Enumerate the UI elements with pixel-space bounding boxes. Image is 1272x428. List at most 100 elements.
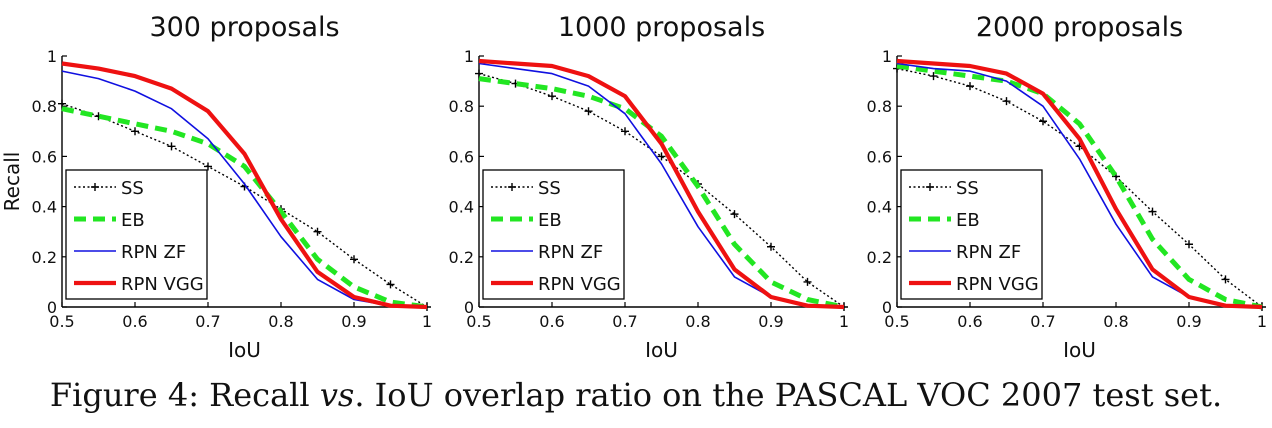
legend-box	[900, 169, 1043, 300]
caption-vs: vs	[319, 376, 355, 414]
ss-data-point	[1221, 275, 1230, 284]
y-tick-label: 0	[882, 298, 892, 317]
y-tick-label: 0.2	[32, 248, 57, 267]
ss-data-point	[730, 210, 739, 219]
x-tick-label: 0.8	[1103, 312, 1128, 331]
legend: SS EB RPN ZF RPN VGG	[482, 169, 625, 300]
x-tick-label: 0.5	[49, 312, 74, 331]
x-tick-label: 0.7	[195, 312, 220, 331]
figure-charts: 300 proposals 0 0.2 0.4 0.6 0.8 1 0.5 0.6 0.7 0.8 0…	[0, 12, 1268, 362]
series-line-rpn-vgg	[478, 58, 845, 310]
ss-data-point	[767, 242, 775, 251]
legend-box	[482, 169, 625, 300]
ss-data-point	[929, 72, 938, 81]
ss-data-point	[1148, 207, 1157, 216]
legend-label: SS	[538, 178, 561, 199]
x-tick-label: 0.5	[884, 312, 909, 331]
series-line-eb	[61, 106, 428, 310]
ss-data-point	[386, 280, 395, 289]
x-axis-label: IoU	[228, 338, 261, 362]
x-tick-label: 0.8	[268, 312, 293, 331]
y-tick-label: 0.6	[449, 147, 474, 166]
y-tick-label: 0	[464, 298, 474, 317]
chart-panel-1: 300 proposals 0 0.2 0.4 0.6 0.8 1 0.5 0.6 0.7 0.8 0…	[0, 12, 432, 362]
chart-panel-3: 2000 proposals 0 0.2 0.4 0.6 0.8 1 0.5 0.6 0.7 0.8…	[867, 12, 1268, 362]
chart-title: 2000 proposals	[976, 12, 1183, 43]
legend-marker-plus	[91, 183, 99, 191]
x-tick-label: 0.9	[1176, 312, 1201, 331]
x-axis-label: IoU	[1063, 338, 1096, 362]
y-tick-label: 1	[47, 47, 57, 66]
legend-box	[65, 169, 208, 300]
legend-label: EB	[121, 210, 145, 231]
ss-data-point	[966, 82, 974, 91]
y-tick-label: 0.2	[867, 248, 892, 267]
x-axis-label: IoU	[645, 338, 678, 362]
series-line-eb	[896, 63, 1263, 310]
series-line-eb	[478, 76, 845, 310]
legend-label: RPN ZF	[956, 242, 1021, 263]
ss-data-point	[1185, 240, 1193, 249]
caption-prefix: Figure 4: Recall	[49, 376, 320, 414]
series-line-rpn-vgg	[896, 58, 1263, 310]
legend-label: RPN VGG	[121, 274, 204, 295]
legend-label: RPN ZF	[538, 242, 603, 263]
ss-data-point	[1002, 97, 1011, 106]
legend-marker-plus	[508, 183, 516, 191]
y-tick-label: 0.2	[449, 248, 474, 267]
ss-data-point	[313, 227, 322, 236]
legend-marker-plus	[926, 183, 934, 191]
ss-data-point	[131, 127, 139, 136]
y-tick-label: 0.8	[449, 97, 474, 116]
y-tick-label: 0.6	[867, 147, 892, 166]
ss-data-point	[657, 152, 666, 161]
x-tick-label: 0.7	[1030, 312, 1055, 331]
x-tick-label: 0.9	[758, 312, 783, 331]
series-line-ss	[61, 103, 428, 308]
ss-data-point	[1039, 117, 1047, 126]
legend-label: EB	[538, 210, 562, 231]
ss-data-point	[584, 107, 593, 116]
y-tick-label: 0.8	[32, 97, 57, 116]
y-tick-label: 1	[882, 47, 892, 66]
ss-data-point	[58, 99, 66, 108]
legend-label: EB	[956, 210, 980, 231]
x-tick-label: 1	[422, 312, 432, 331]
x-tick-label: 0.7	[612, 312, 637, 331]
ss-data-point	[803, 277, 812, 286]
chart-title: 1000 proposals	[558, 12, 765, 43]
legend: SS EB RPN ZF RPN VGG	[900, 169, 1043, 300]
x-tick-label: 0.8	[685, 312, 710, 331]
x-tick-label: 1	[839, 312, 849, 331]
y-tick-label: 0.8	[867, 97, 892, 116]
x-tick-label: 0.6	[539, 312, 564, 331]
series-line-rpn-vgg	[61, 61, 428, 310]
ss-data-point	[621, 127, 629, 136]
legend-label: RPN VGG	[956, 274, 1039, 295]
legend: SS EB RPN ZF RPN VGG	[65, 169, 208, 300]
legend-label: SS	[956, 178, 979, 199]
caption-suffix: . IoU overlap ratio on the PASCAL VOC 20…	[354, 376, 1223, 414]
y-axis-label: Recall	[0, 152, 24, 212]
chart-title: 300 proposals	[149, 12, 339, 43]
legend-label: SS	[121, 178, 144, 199]
ss-data-point	[350, 255, 358, 264]
x-tick-label: 1	[1257, 312, 1267, 331]
series-line-ss	[478, 72, 845, 308]
ss-data-point	[204, 162, 212, 171]
y-tick-label: 0.4	[449, 198, 474, 217]
ss-data-point	[475, 69, 483, 78]
y-tick-label: 0.6	[32, 147, 57, 166]
ss-data-point	[167, 142, 176, 151]
legend-label: RPN VGG	[538, 274, 621, 295]
x-tick-label: 0.5	[466, 312, 491, 331]
y-tick-label: 0	[47, 298, 57, 317]
y-tick-label: 1	[464, 47, 474, 66]
x-tick-label: 0.9	[341, 312, 366, 331]
chart-panel-2: 1000 proposals 0 0.2 0.4 0.6 0.8 1 0.5 0.6 0.7 0.8…	[449, 12, 850, 362]
legend-label: RPN ZF	[121, 242, 186, 263]
ss-data-point	[548, 92, 556, 101]
figure-caption: Figure 4: Recall vs. IoU overlap ratio o…	[0, 376, 1272, 414]
y-tick-label: 0.4	[32, 198, 57, 217]
y-tick-label: 0.4	[867, 198, 892, 217]
